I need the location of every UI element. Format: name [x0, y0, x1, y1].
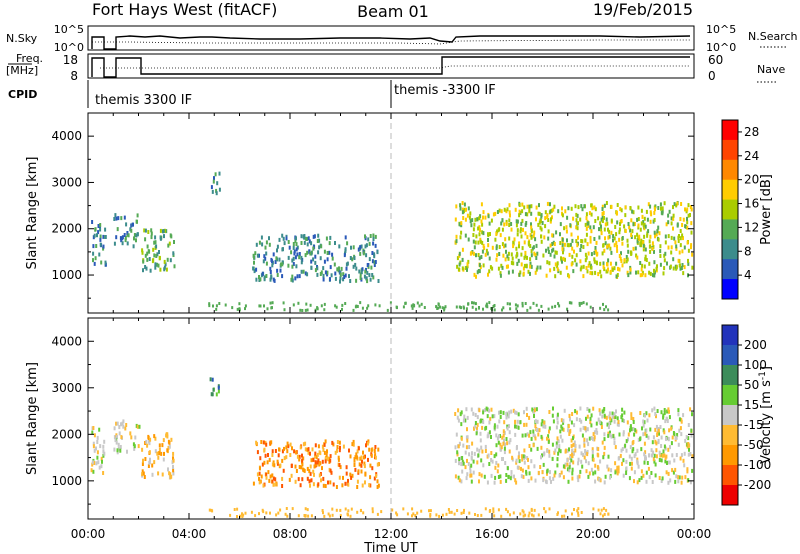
nave-tick-bottom: 0	[708, 69, 716, 83]
power-cbar-tick-2: 12	[744, 220, 759, 234]
freq-tick-top: 18	[63, 53, 78, 67]
velocity-cbar-tick-1: 100	[744, 358, 767, 372]
velocity-cbar-tick-3: 15	[744, 398, 759, 412]
xtick-2: 08:00	[273, 527, 308, 541]
power-region-3	[210, 171, 221, 196]
power-region-4	[252, 233, 380, 284]
velocity-region-3	[209, 377, 220, 397]
freq-label-2: [MHz]	[6, 64, 38, 77]
power-cbar-tick-0: 4	[744, 268, 752, 282]
nsky-tick-bottom: 10^0	[54, 41, 84, 54]
power-cbar-tick-4: 20	[744, 173, 759, 187]
nsearch-trace	[92, 39, 690, 45]
velocity-ytick-3: 4000	[51, 334, 82, 348]
nsky-strip-frame	[87, 25, 695, 51]
freq-label-1: Freq.	[16, 52, 43, 65]
velocity-region-2	[141, 432, 175, 480]
plot-title: Fort Hays West (fitACF)	[92, 0, 277, 19]
freq-strip-frame	[87, 53, 695, 79]
velocity-region-5	[454, 406, 694, 485]
power-cbar-label: Power [dB]	[759, 174, 774, 245]
velocity-ytick-2: 3000	[51, 381, 82, 395]
power-panel: 1000 2000 3000 4000 Slant Range [km] 4 8 12 16 20…	[25, 112, 774, 314]
nsearch-tick-bottom: 10^0	[706, 41, 736, 54]
power-ytick-3: 4000	[51, 129, 82, 143]
cpid-segment-1: themis 3300 IF	[95, 93, 192, 108]
velocity-cbar-tick-6: -100	[744, 458, 771, 472]
beam-label: Beam 01	[357, 2, 429, 21]
xtick-6: 00:00	[677, 527, 712, 541]
freq-tick-bottom: 8	[70, 69, 78, 83]
velocity-cbar-tick-4: -15	[744, 418, 764, 432]
power-region-1	[113, 213, 139, 249]
nsky-trace	[91, 35, 691, 50]
nave-trace	[100, 65, 690, 69]
cpid-segment-2: themis -3300 IF	[394, 83, 496, 98]
xtick-1: 04:00	[172, 527, 207, 541]
date-label: 19/Feb/2015	[593, 0, 693, 19]
velocity-cbar-tick-7: -200	[744, 478, 771, 492]
xtick-0: 00:00	[71, 527, 106, 541]
velocity-ytick-1: 2000	[51, 427, 82, 441]
power-cbar-tick-6: 28	[744, 125, 759, 139]
freq-trace	[91, 56, 690, 78]
power-cbar-tick-3: 16	[744, 197, 759, 211]
velocity-panel: 1000 2000 3000 4000 Slant Range [km] 200 100 50…	[25, 317, 774, 520]
xtick-5: 20:00	[576, 527, 611, 541]
velocity-region-1	[113, 419, 141, 455]
power-cbar-tick-5: 24	[744, 149, 759, 163]
power-region-0	[91, 220, 107, 267]
velocity-region-4	[252, 439, 380, 489]
velocity-colorbar: 200 100 50 15 -15 -50 -100 -200 Velocity [m s-1]	[721, 324, 774, 506]
nave-tick-top: 60	[708, 53, 723, 67]
velocity-cbar-tick-2: 50	[744, 378, 759, 392]
power-region-5	[454, 201, 694, 279]
power-ylabel: Slant Range [km]	[25, 157, 40, 270]
velocity-cbar-label: Velocity [m s-1]	[758, 366, 774, 464]
power-cbar-tick-1: 8	[744, 244, 752, 258]
xtick-4: 16:00	[475, 527, 510, 541]
velocity-cbar-tick-0: 200	[744, 338, 767, 352]
power-ytick-2: 3000	[51, 175, 82, 189]
nsky-label: N.Sky	[6, 32, 38, 45]
velocity-cbar-tick-5: -50	[744, 438, 764, 452]
nsearch-tick-top: 10^5	[706, 23, 736, 36]
velocity-region-0	[90, 426, 106, 475]
power-region-2	[141, 228, 176, 273]
x-axis-label: Time UT	[363, 541, 417, 554]
power-ytick-0: 1000	[51, 268, 82, 282]
xtick-3: 12:00	[374, 527, 409, 541]
velocity-ytick-0: 1000	[51, 474, 82, 488]
power-ytick-1: 2000	[51, 222, 82, 236]
nave-label: Nave	[757, 63, 785, 76]
velocity-ylabel: Slant Range [km]	[25, 362, 40, 475]
nsky-tick-top: 10^5	[54, 23, 84, 36]
cpid-label: CPID	[8, 88, 37, 101]
power-colorbar: 4 8 12 16 20 24 28 Power [dB]	[721, 119, 774, 300]
nsearch-label: N.Search	[748, 30, 798, 43]
